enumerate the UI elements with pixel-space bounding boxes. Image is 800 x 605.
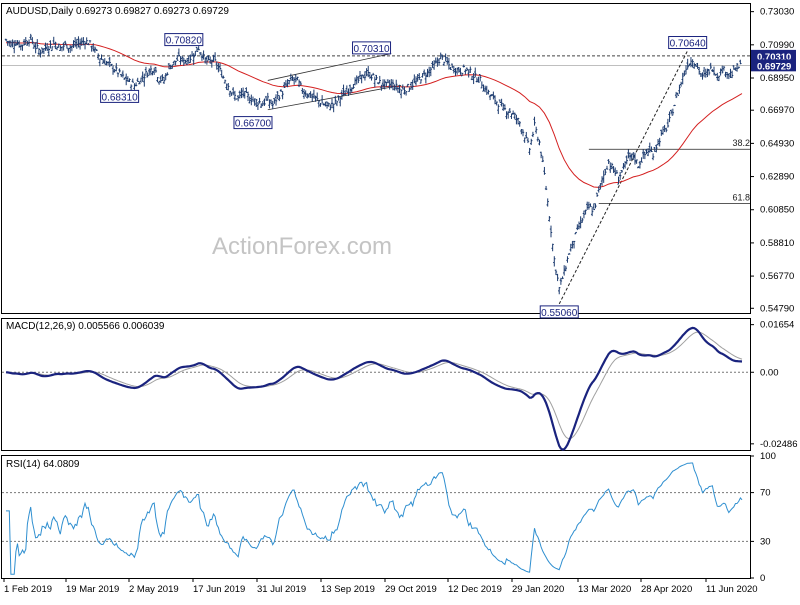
time-tick-label: 12 Dec 2019 (448, 584, 502, 595)
reference-lines (2, 55, 750, 66)
time-tick-label: 28 Apr 2020 (641, 584, 692, 595)
price-tag-label: 0.69729 (757, 61, 791, 72)
price-panel-title: AUDUSD,Daily 0.69273 0.69827 0.69273 0.6… (6, 6, 229, 17)
time-tick-label: 13 Sep 2019 (321, 584, 375, 595)
rsi-levels (2, 492, 750, 542)
rsi-axis: 100 70 30 0 (750, 451, 776, 584)
annotation-label: 0.70310 (353, 44, 390, 55)
annotation-label: 0.70640 (670, 39, 707, 50)
macd-tick-label: -0.02486 (760, 439, 798, 450)
macd-tick-label: 0.00 (760, 367, 779, 378)
fib-label: 61.8 (732, 192, 750, 202)
trendline (558, 50, 689, 305)
rsi-tick-label: 30 (760, 536, 771, 547)
price-tick-label: 0.68950 (760, 73, 794, 84)
channel-upper (267, 53, 392, 81)
price-axis: 0.73030 0.70990 0.68950 0.66970 0.64930 0.628… (750, 7, 794, 314)
fib-label: 38.2 (732, 138, 750, 148)
watermark: ActionForex.com (212, 233, 392, 260)
rsi-tick-label: 70 (760, 488, 771, 499)
time-tick-label: 2 May 2019 (129, 584, 179, 595)
time-tick-label: 29 Jan 2020 (512, 584, 564, 595)
price-tick-label: 0.58810 (760, 238, 794, 249)
time-axis: 1 Feb 2019 19 Mar 2019 2 May 2019 17 Jun 20… (3, 578, 758, 595)
price-tick-label: 0.60850 (760, 205, 794, 216)
price-panel-frame (1, 3, 751, 314)
time-tick-label: 19 Mar 2019 (66, 584, 119, 595)
time-tick-label: 11 Jun 2020 (706, 584, 758, 595)
annotation-box (352, 41, 392, 55)
price-tick-label: 0.73030 (760, 7, 794, 18)
annotation-box (100, 89, 140, 103)
price-tick-label: 0.62890 (760, 172, 794, 183)
time-tick-label: 13 Mar 2020 (578, 584, 631, 595)
macd-axis: 0.01654 0.00 -0.02486 (750, 320, 798, 450)
fibonacci-levels: 38.2 61.8 (588, 138, 750, 204)
rsi-panel-frame (1, 455, 751, 579)
price-tick-label: 0.70990 (760, 40, 794, 51)
rsi-line (6, 462, 743, 575)
time-tick-label: 31 Jul 2019 (257, 584, 306, 595)
time-tick-label: 1 Feb 2019 (4, 584, 52, 595)
macd-panel-title: MACD(12,26,9) 0.005566 0.006039 (6, 321, 165, 332)
price-bars (4, 33, 742, 295)
time-tick-label: 29 Oct 2019 (385, 584, 437, 595)
macd-signal-line (6, 331, 743, 440)
annotation-box (668, 36, 708, 50)
rsi-tick-label: 0 (760, 573, 765, 584)
annotation-label: 0.55060 (541, 308, 578, 319)
price-tag-box (751, 59, 796, 72)
macd-tick-label: 0.01654 (760, 320, 794, 331)
annotation-box (539, 305, 579, 319)
macd-panel-frame (1, 318, 751, 451)
price-annotations: 0.70820 0.68310 0.66700 0.70310 0.70640 0.550… (100, 33, 708, 319)
annotation-label: 0.66700 (235, 119, 272, 130)
time-tick-label: 17 Jun 2019 (193, 584, 245, 595)
price-tick-label: 0.64930 (760, 138, 794, 149)
annotation-label: 0.70820 (166, 36, 203, 47)
annotation-box (233, 116, 273, 130)
price-tick-label: 0.54790 (760, 303, 794, 314)
rsi-tick-label: 100 (760, 451, 776, 462)
rsi-panel-title: RSI(14) 64.0809 (6, 459, 80, 470)
annotation-label: 0.68310 (102, 92, 139, 103)
sma-line (5, 41, 743, 188)
price-tick-label: 0.66970 (760, 105, 794, 116)
price-tick-label: 0.56770 (760, 271, 794, 282)
price-tag-label: 0.70310 (757, 52, 791, 63)
trendline-dashed (558, 50, 689, 305)
annotation-box (164, 33, 204, 47)
macd-line (5, 326, 743, 451)
price-tag-box (751, 49, 796, 62)
